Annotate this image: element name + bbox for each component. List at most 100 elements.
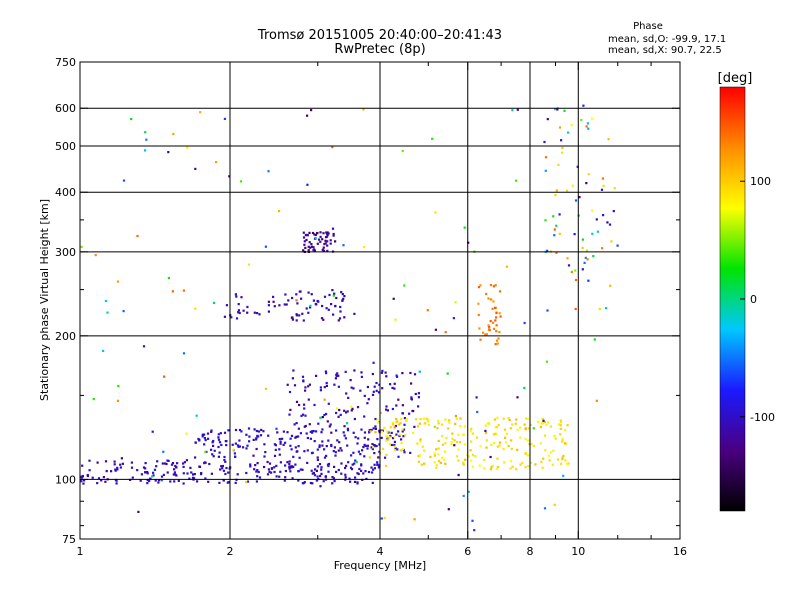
data-point <box>114 478 117 482</box>
data-point <box>587 279 590 282</box>
data-point <box>315 430 318 433</box>
data-point <box>220 465 223 468</box>
data-point <box>385 439 388 442</box>
data-point <box>417 405 420 408</box>
data-point <box>167 459 170 462</box>
data-point <box>433 454 437 457</box>
data-point <box>116 399 120 402</box>
data-point <box>330 303 333 306</box>
data-point <box>496 465 500 469</box>
data-point <box>494 343 497 346</box>
data-point <box>273 305 276 308</box>
x-tick-label: 16 <box>673 545 687 558</box>
data-point <box>463 226 466 229</box>
data-point <box>247 263 250 266</box>
data-point <box>384 456 387 459</box>
data-point <box>310 243 313 246</box>
stats-heading: Phase <box>633 21 663 32</box>
data-point <box>419 418 422 421</box>
data-point <box>439 461 442 464</box>
data-point <box>592 255 595 258</box>
data-point <box>116 466 119 469</box>
data-point <box>287 299 290 302</box>
data-point <box>610 240 613 243</box>
data-point <box>405 418 408 421</box>
data-point <box>452 317 455 320</box>
data-point <box>100 479 103 482</box>
data-point <box>509 460 513 463</box>
data-point <box>256 475 259 478</box>
data-point <box>419 438 422 441</box>
data-point <box>342 431 345 434</box>
data-point <box>246 311 249 314</box>
data-point <box>416 442 419 445</box>
data-point <box>297 479 300 482</box>
data-point <box>498 444 501 447</box>
data-point <box>310 293 313 296</box>
data-point <box>524 466 527 469</box>
data-point <box>311 431 314 434</box>
data-point <box>373 467 376 470</box>
data-point <box>310 452 314 455</box>
data-point <box>223 455 226 459</box>
data-point <box>146 482 149 485</box>
data-point <box>341 293 344 296</box>
data-point <box>440 423 443 426</box>
data-point <box>213 449 216 452</box>
data-point <box>492 285 495 288</box>
data-point <box>278 210 281 213</box>
data-point <box>560 139 563 142</box>
data-point <box>323 448 326 451</box>
data-point <box>353 417 356 421</box>
data-point <box>311 430 314 433</box>
data-point <box>260 428 263 431</box>
data-point <box>335 374 338 378</box>
data-point <box>121 462 124 465</box>
data-point <box>255 470 258 473</box>
data-point <box>284 469 287 473</box>
data-point <box>332 477 335 480</box>
data-point <box>110 470 113 473</box>
data-point <box>553 228 556 231</box>
data-point <box>104 299 107 303</box>
data-point <box>471 432 475 435</box>
data-point <box>292 369 295 372</box>
data-point <box>388 442 391 445</box>
data-point <box>523 386 526 389</box>
data-point <box>443 458 446 461</box>
data-point <box>167 276 170 280</box>
data-point <box>504 441 508 444</box>
data-point <box>267 310 270 313</box>
data-point <box>258 476 262 479</box>
data-point <box>307 311 310 314</box>
data-point <box>475 436 479 439</box>
data-point <box>325 307 328 310</box>
data-point <box>370 466 373 469</box>
data-point <box>361 449 364 452</box>
data-point <box>359 389 362 392</box>
data-point <box>319 240 322 243</box>
data-point <box>444 331 447 334</box>
data-point <box>325 454 328 457</box>
data-point <box>431 137 434 140</box>
data-point <box>312 471 315 475</box>
data-point <box>552 215 555 218</box>
data-point <box>367 470 371 474</box>
data-point <box>427 418 430 421</box>
data-point <box>337 415 340 418</box>
data-point <box>303 403 306 406</box>
data-point <box>485 446 488 449</box>
data-point <box>374 427 377 430</box>
data-point <box>302 231 305 234</box>
data-point <box>393 443 396 447</box>
data-point <box>270 471 273 474</box>
data-point <box>249 463 252 466</box>
data-point <box>490 298 493 301</box>
data-point <box>324 475 327 478</box>
data-point <box>256 312 259 315</box>
data-point <box>279 442 282 445</box>
data-point <box>234 442 237 445</box>
data-point <box>309 246 312 249</box>
data-point <box>441 435 444 438</box>
